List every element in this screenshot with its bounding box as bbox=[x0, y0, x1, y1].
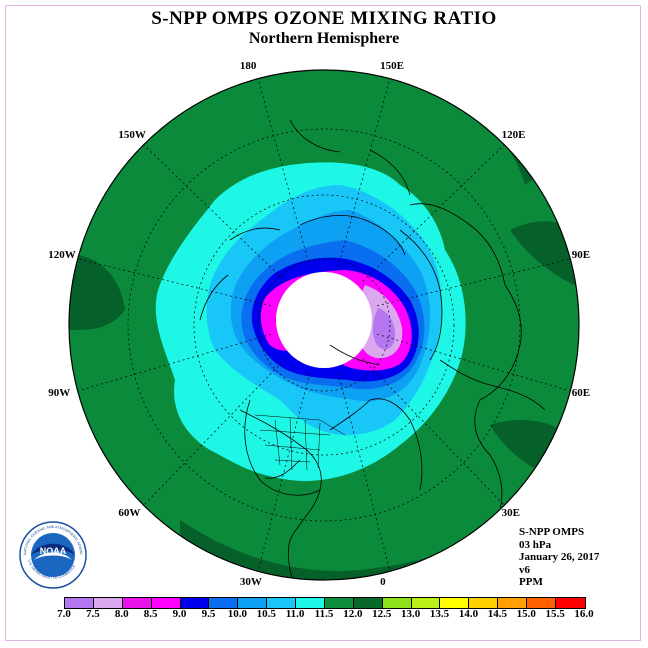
colorbar-segment bbox=[411, 598, 441, 608]
longitude-label: 150E bbox=[380, 60, 404, 73]
noaa-logo-text: NOAA bbox=[40, 546, 67, 556]
colorbar-tick-label: 15.0 bbox=[516, 608, 536, 620]
map-title: S-NPP OMPS OZONE MIXING RATIO bbox=[151, 8, 497, 29]
longitude-label: 120E bbox=[501, 129, 526, 142]
ozone-7-7.5-region bbox=[372, 308, 396, 350]
colorbar-segment bbox=[555, 598, 585, 608]
colorbar-tick-label: 9.0 bbox=[172, 608, 187, 620]
longitude-label: 120W bbox=[48, 248, 76, 261]
coastlines bbox=[199, 119, 546, 580]
colorbar-tick-label: 9.5 bbox=[201, 608, 216, 620]
map-subtitle: Northern Hemisphere bbox=[248, 30, 400, 47]
longitude-label: 90E bbox=[571, 248, 591, 261]
longitude-label: 150W bbox=[118, 129, 146, 142]
colorbar-segment bbox=[527, 598, 556, 608]
colorbar-segment bbox=[209, 598, 239, 608]
colorbar-segment bbox=[122, 598, 152, 608]
colorbar-ticks: 7.0 7.5 8.0 8.5 9.0 9.5 10.0 10.5 11.0 11.5 12.0 12… bbox=[57, 608, 594, 622]
colorbar-tick-label: 11.0 bbox=[285, 608, 305, 620]
map-boundary bbox=[68, 69, 580, 581]
noaa-logo: NOAA NATIONAL OCEANIC AND ATMOSPHERIC AD… bbox=[18, 520, 87, 589]
colorbar-segment bbox=[151, 598, 181, 608]
colorbar-tick-label: 8.0 bbox=[114, 608, 129, 620]
colorbar-segment bbox=[353, 598, 383, 608]
colorbar-tick-label: 14.5 bbox=[487, 608, 507, 620]
instrument-label: S-NPP OMPS bbox=[519, 526, 585, 538]
longitude-label: 180 bbox=[239, 60, 257, 73]
colorbar-segment bbox=[324, 598, 354, 608]
colorbar-tick-label: 14.0 bbox=[458, 608, 479, 620]
meridian-line bbox=[77, 333, 271, 392]
colorbar-segment bbox=[498, 598, 527, 608]
figure-frame bbox=[5, 5, 641, 641]
colorbar-tick-label: 7.0 bbox=[57, 608, 71, 620]
colorbar-segment bbox=[65, 598, 94, 608]
longitude-label: 60W bbox=[118, 506, 141, 519]
colorbar-tick-label: 15.5 bbox=[545, 608, 565, 620]
meridian-line bbox=[362, 358, 505, 506]
colorbar-tick-label: 10.0 bbox=[227, 608, 247, 620]
colorbar-segment bbox=[180, 598, 210, 608]
meridian-line bbox=[377, 333, 571, 392]
colorbar-segment bbox=[382, 598, 412, 608]
colorbar-segment bbox=[296, 598, 325, 608]
colorbar-tick-label: 12.0 bbox=[343, 608, 363, 620]
longitude-label: 0 bbox=[380, 575, 386, 588]
meridian-line bbox=[77, 258, 271, 307]
meridian-line bbox=[257, 373, 311, 572]
colorbar-segment bbox=[469, 598, 499, 608]
meridian-line bbox=[337, 373, 391, 572]
units-label: PPM bbox=[519, 576, 543, 588]
dark-patch-w bbox=[69, 254, 125, 330]
pressure-level-label: 03 hPa bbox=[519, 538, 552, 551]
longitude-label: 30W bbox=[239, 575, 262, 588]
mid-patch-top bbox=[250, 84, 340, 107]
colorbar-tick-label: 12.5 bbox=[372, 608, 392, 620]
info-panel: S-NPP OMPS 03 hPa January 26, 2017 v6 PP… bbox=[519, 526, 599, 589]
graticule bbox=[127, 128, 521, 522]
version-label: v6 bbox=[519, 563, 530, 576]
colorbar-tick-label: 13.5 bbox=[429, 608, 450, 620]
colorbar-segment bbox=[267, 598, 296, 608]
colorbar-segment bbox=[238, 598, 268, 608]
colorbar-tick-label: 11.5 bbox=[314, 608, 334, 620]
colorbar-segment bbox=[440, 598, 470, 608]
colorbar-tick-label: 16.0 bbox=[574, 608, 594, 620]
longitude-label: 60E bbox=[571, 387, 591, 400]
colorbar-tick-label: 13.0 bbox=[401, 608, 421, 620]
colorbar-tick-label: 7.5 bbox=[86, 608, 100, 620]
longitude-label: 90W bbox=[48, 387, 71, 400]
meridian-line bbox=[143, 358, 286, 506]
longitude-label: 30E bbox=[501, 506, 520, 519]
date-label: January 26, 2017 bbox=[519, 551, 600, 563]
colorbar-tick-label: 10.5 bbox=[256, 608, 276, 620]
colorbar-segment bbox=[93, 598, 123, 608]
meridians bbox=[77, 78, 571, 572]
polar-no-data-disk bbox=[276, 272, 372, 368]
meridian-line bbox=[377, 258, 571, 307]
colorbar-tick-label: 8.5 bbox=[143, 608, 158, 620]
colorbar bbox=[64, 597, 586, 609]
political-boundaries bbox=[254, 414, 346, 471]
